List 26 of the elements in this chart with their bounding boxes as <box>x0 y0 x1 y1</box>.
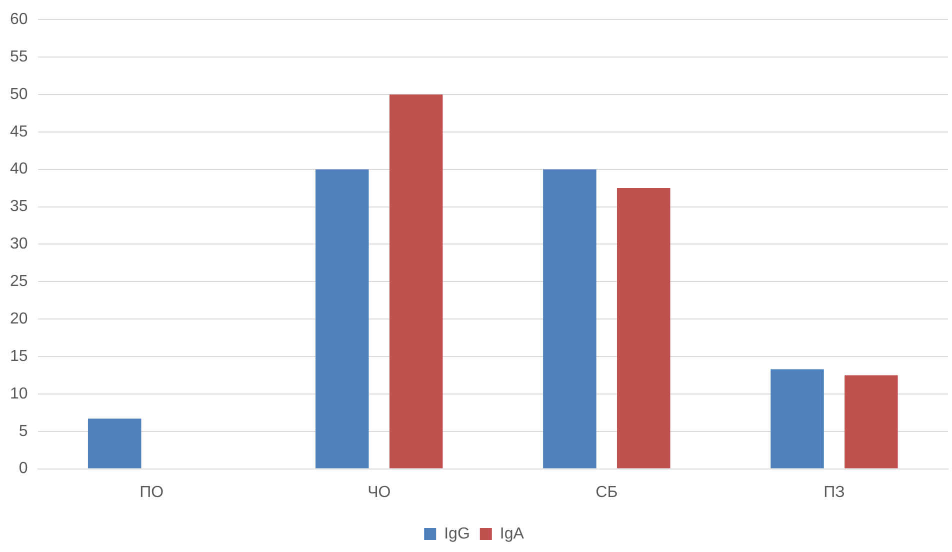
x-tick-label: ПЗ <box>824 484 845 501</box>
bar <box>88 418 142 468</box>
bar <box>543 169 596 468</box>
x-tick-label: ПО <box>140 484 164 501</box>
bar <box>770 369 824 468</box>
y-tick-label: 60 <box>10 11 28 28</box>
y-tick-label: 20 <box>10 310 28 328</box>
y-tick-label: 45 <box>10 123 28 140</box>
x-tick-label: СБ <box>596 484 618 501</box>
legend-label: IgA <box>500 525 524 542</box>
bar <box>844 375 898 468</box>
y-tick-label: 0 <box>18 460 28 478</box>
y-tick-label: 35 <box>10 198 28 216</box>
legend-label: IgG <box>444 525 470 542</box>
bar <box>617 188 670 468</box>
y-tick-label: 15 <box>10 348 28 365</box>
y-tick-label: 5 <box>18 422 28 440</box>
y-tick-label: 30 <box>10 236 28 253</box>
y-tick-label: 25 <box>10 273 28 290</box>
y-tick-label: 50 <box>10 86 28 103</box>
y-tick-label: 40 <box>10 160 28 178</box>
y-tick-label: 10 <box>10 385 28 402</box>
x-tick-label: ЧО <box>368 484 391 501</box>
bar <box>389 94 443 468</box>
bar <box>316 169 369 468</box>
y-tick-label: 55 <box>10 48 28 66</box>
